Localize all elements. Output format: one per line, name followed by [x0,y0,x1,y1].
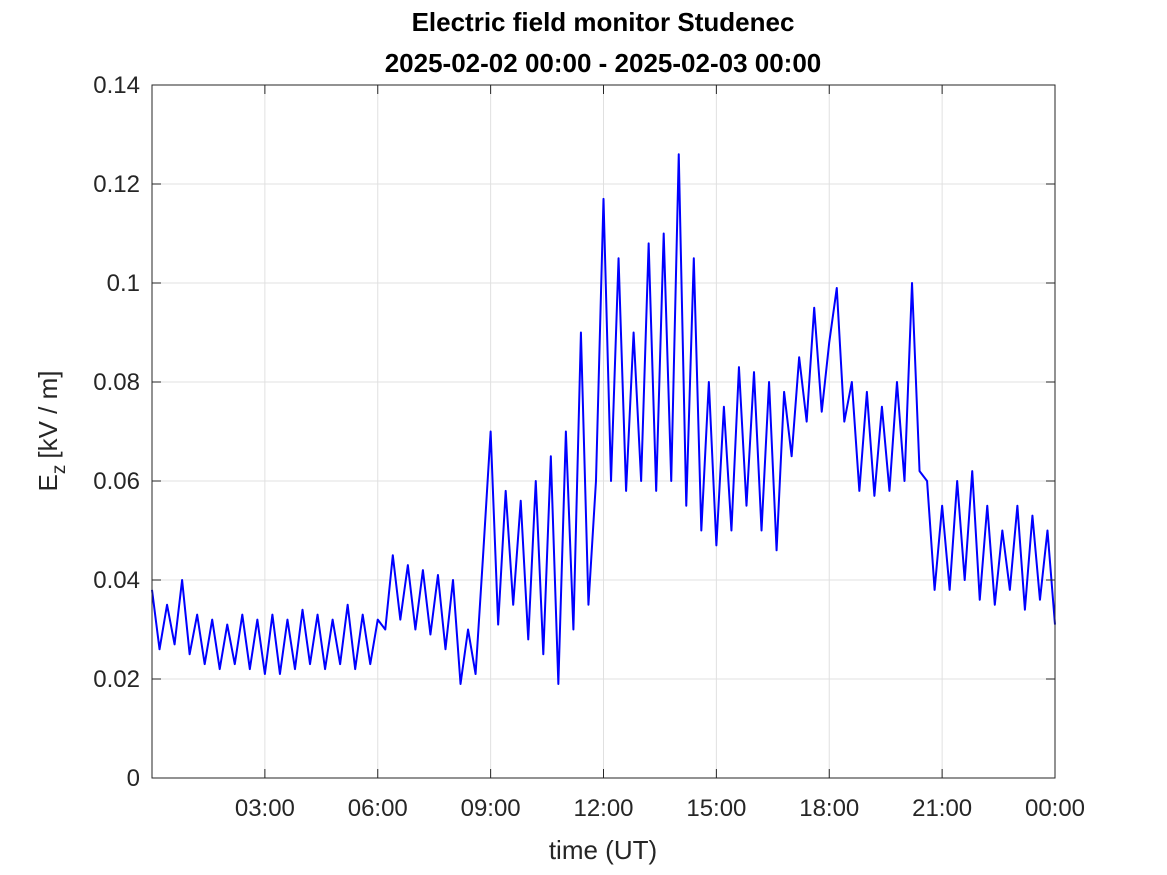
y-axis-label: Ez [kV / m] [33,371,70,492]
x-tick-label: 00:00 [1025,795,1085,822]
x-axis-label: time (UT) [549,835,657,865]
x-tick-label: 06:00 [348,795,408,822]
x-tick-label: 21:00 [912,795,972,822]
y-label-unit: [kV / m] [33,371,63,459]
y-tick-label: 0.04 [93,567,140,594]
chart-subtitle: 2025-02-02 00:00 - 2025-02-03 00:00 [385,48,822,78]
x-tick-label: 15:00 [686,795,746,822]
plot [151,153,1056,685]
y-tick-label: 0 [127,765,140,792]
y-tick-label: 0.14 [93,72,140,99]
y-tick-label: 0.12 [93,171,140,198]
data-line [151,153,1056,685]
y-tick-label: 0.06 [93,468,140,495]
y-tick-label: 0.08 [93,369,140,396]
y-tick-label: 0.1 [107,270,140,297]
chart-title: Electric field monitor Studenec [412,7,795,37]
y-label-subscript: z [49,465,70,475]
x-tick-label: 09:00 [461,795,521,822]
y-label-symbol: E [33,474,63,491]
y-tick-label: 0.02 [93,666,140,693]
x-tick-label: 03:00 [235,795,295,822]
x-tick-label: 18:00 [799,795,859,822]
x-tick-label: 12:00 [573,795,633,822]
